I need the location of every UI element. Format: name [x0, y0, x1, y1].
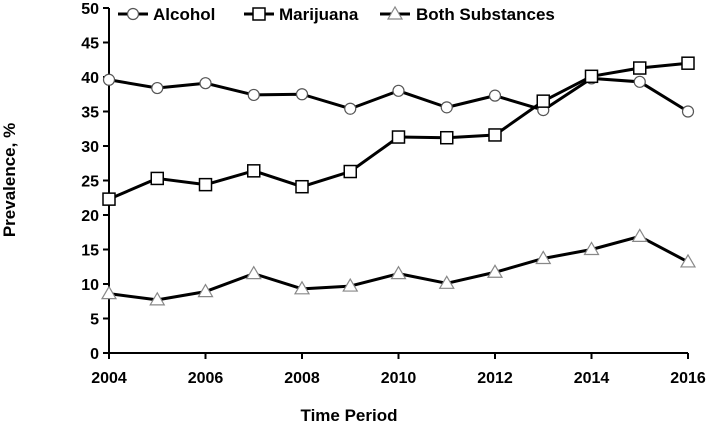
legend: Alcohol Marijuana Both Substances	[118, 5, 555, 24]
x-ticks: 2004 2006 2008 2010 2012 2014 2016	[91, 353, 706, 387]
data-point-marijuana	[584, 69, 599, 84]
x-tick-label: 2004	[91, 370, 127, 387]
data-point-marijuana	[391, 130, 406, 144]
data-point-both-substances	[631, 228, 648, 242]
data-point-both-substances	[245, 265, 262, 280]
data-point-alcohol	[392, 84, 405, 97]
data-point-alcohol	[440, 101, 453, 114]
data-point-marijuana	[343, 164, 357, 179]
x-tick-label: 2008	[284, 370, 320, 387]
data-point-marijuana	[440, 130, 454, 145]
data-point-alcohol	[247, 88, 260, 102]
x-tick-label: 2016	[670, 370, 706, 387]
data-point-marijuana	[150, 171, 164, 186]
data-point-marijuana	[247, 164, 261, 178]
data-point-alcohol	[199, 77, 212, 90]
data-point-marijuana	[633, 61, 647, 75]
y-tick-label: 20	[81, 208, 99, 225]
y-tick-label: 5	[90, 312, 99, 329]
data-point-alcohol	[151, 81, 164, 95]
x-tick-label: 2014	[574, 370, 610, 387]
legend-marker-alcohol	[126, 7, 140, 21]
y-axis-title: Prevalence, %	[0, 123, 19, 237]
y-tick-label: 50	[81, 1, 99, 18]
data-point-both-substances	[293, 280, 311, 295]
data-point-both-substances	[197, 283, 214, 298]
legend-item-both-substances: Both Substances	[380, 5, 555, 24]
legend-marker-marijuana	[252, 7, 266, 21]
y-tick-label: 25	[81, 174, 99, 191]
data-point-marijuana	[102, 192, 116, 206]
data-point-alcohol	[681, 105, 695, 118]
legend-marker-both-substances	[386, 5, 404, 20]
y-tick-label: 0	[90, 346, 99, 363]
legend-label-marijuana: Marijuana	[279, 5, 359, 24]
x-axis-title: Time Period	[301, 406, 398, 425]
data-point-both-substances	[342, 277, 359, 292]
y-tick-label: 15	[81, 243, 99, 260]
series-markers	[100, 56, 697, 306]
legend-label-alcohol: Alcohol	[153, 5, 215, 24]
data-point-both-substances	[390, 265, 407, 280]
data-point-marijuana	[295, 179, 309, 194]
data-point-marijuana	[681, 56, 695, 70]
legend-item-marijuana: Marijuana	[244, 5, 359, 24]
data-point-both-substances	[438, 275, 455, 289]
data-point-both-substances	[100, 285, 118, 300]
legend-item-alcohol: Alcohol	[118, 5, 215, 24]
data-point-both-substances	[149, 291, 166, 306]
x-tick-label: 2006	[188, 370, 224, 387]
series-lines	[108, 61, 689, 302]
data-point-marijuana	[198, 177, 213, 192]
data-point-alcohol	[295, 88, 309, 101]
data-point-both-substances	[535, 250, 552, 265]
data-point-both-substances	[679, 253, 697, 268]
data-point-alcohol	[633, 75, 646, 88]
data-point-alcohol	[102, 73, 116, 86]
y-tick-label: 10	[81, 277, 99, 294]
data-point-both-substances	[486, 264, 504, 278]
y-tick-label: 35	[81, 105, 99, 122]
legend-label-both-substances: Both Substances	[416, 5, 555, 24]
y-tick-label: 40	[81, 70, 99, 87]
data-point-marijuana	[488, 128, 502, 142]
x-tick-label: 2010	[381, 370, 417, 387]
y-ticks: 0 5 10 15 20 25 30 35 40 45 50	[81, 1, 109, 363]
y-tick-label: 30	[81, 139, 99, 156]
y-tick-label: 45	[81, 36, 99, 53]
data-point-alcohol	[488, 89, 502, 102]
data-point-marijuana	[536, 94, 550, 108]
axes	[108, 8, 688, 354]
data-point-both-substances	[583, 241, 600, 256]
x-tick-label: 2012	[477, 370, 513, 387]
data-point-alcohol	[344, 102, 357, 115]
